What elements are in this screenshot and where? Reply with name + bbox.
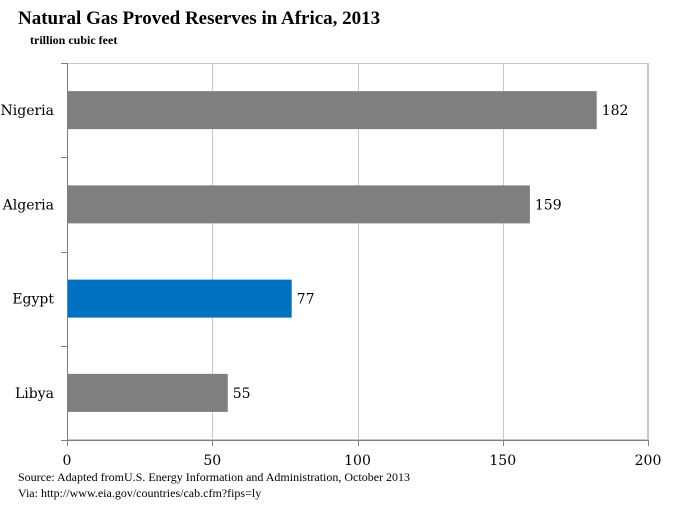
labels: 0 50 100 150 200 Nigeria 182 Algeria 159 Egypt 77 L…	[1, 103, 662, 469]
category-label: Algeria	[2, 197, 54, 213]
category-label: Libya	[15, 386, 54, 402]
data-label: 77	[297, 292, 315, 308]
x-tick-label: 100	[344, 453, 371, 469]
data-label: 182	[602, 103, 629, 119]
x-tick-label: 150	[489, 453, 516, 469]
x-tick-label: 200	[635, 453, 662, 469]
via-line: Via: http://www.eia.gov/countries/cab.cf…	[18, 486, 262, 500]
bar	[68, 91, 597, 130]
data-label: 159	[535, 197, 562, 213]
x-tick-label: 0	[63, 453, 72, 469]
bars	[68, 91, 597, 412]
chart-title: Natural Gas Proved Reserves in Africa, 2…	[18, 8, 381, 29]
x-tick-label: 50	[203, 453, 221, 469]
axes	[61, 63, 649, 446]
bar	[68, 373, 228, 412]
category-label: Egypt	[12, 292, 54, 308]
bar-chart: 0 50 100 150 200 Nigeria 182 Algeria 159 Egypt 77 L…	[1, 63, 662, 469]
bar	[68, 279, 292, 318]
source-line: Source: Adapted fromU.S. Energy Informat…	[18, 470, 411, 484]
source-note: Source: Adapted fromU.S. Energy Informat…	[18, 469, 410, 501]
data-label: 55	[233, 386, 251, 402]
bar	[68, 185, 530, 224]
chart-subtitle: trillion cubic feet	[30, 33, 118, 47]
category-label: Nigeria	[1, 103, 55, 119]
